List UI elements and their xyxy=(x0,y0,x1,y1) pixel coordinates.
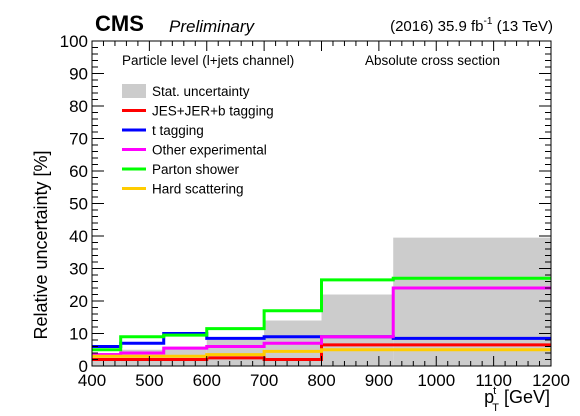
luminosity-label: (2016) 35.9 fb-1 (13 TeV) xyxy=(390,16,553,35)
x-tick-label: 600 xyxy=(193,371,221,390)
x-axis-title: pt T [GeV] xyxy=(484,385,550,414)
x-tick-label: 1000 xyxy=(417,371,455,390)
y-axis-title: Relative uncertainty [%] xyxy=(31,150,51,339)
stat-band-bin xyxy=(206,340,265,366)
y-tick-label: 90 xyxy=(69,65,88,84)
legend-label: t tagging xyxy=(152,123,204,138)
y-tick-label: 20 xyxy=(69,292,88,311)
series-line-other-experimental xyxy=(92,286,551,357)
legend-label: Parton shower xyxy=(152,162,240,177)
y-tick-label: 50 xyxy=(69,195,88,214)
y-tick-label: 100 xyxy=(60,32,88,51)
x-axis-title-unit: [GeV] xyxy=(499,387,550,407)
legend: Stat. uncertainty JES+JER+b tagging t tagg… xyxy=(122,84,274,197)
luminosity-prefix: (2016) 35.9 fb xyxy=(390,18,483,35)
channel-annotation: Particle level (l+jets channel) xyxy=(122,53,294,68)
series-line-parton-shower xyxy=(92,276,551,352)
luminosity-exponent: -1 xyxy=(484,16,493,27)
stat-band-bin xyxy=(321,294,394,366)
y-tick-label: 70 xyxy=(69,130,88,149)
y-tick-label: 80 xyxy=(69,97,88,116)
y-tick-label: 30 xyxy=(69,260,88,279)
legend-label: JES+JER+b tagging xyxy=(152,104,274,119)
axes-layer: 400 500 600 700 800 900 1000 1100 1200 0 10 20 30 40 5… xyxy=(60,32,570,390)
legend-label: Other experimental xyxy=(152,143,267,158)
x-axis-title-subscript: T xyxy=(492,402,499,414)
x-tick-label: 400 xyxy=(78,371,106,390)
x-tick-label: 700 xyxy=(250,371,278,390)
legend-label: Stat. uncertainty xyxy=(152,84,250,99)
x-axis-title-superscript: t xyxy=(493,385,496,397)
x-tick-label: 1200 xyxy=(532,371,570,390)
y-tick-label: 10 xyxy=(69,325,88,344)
experiment-label: CMS xyxy=(95,11,144,36)
stat-band-bin xyxy=(393,237,551,366)
x-tick-label: 900 xyxy=(365,371,393,390)
legend-label: Hard scattering xyxy=(152,182,244,197)
x-axis-title-main: p xyxy=(484,387,494,407)
luminosity-suffix: (13 TeV) xyxy=(492,18,553,35)
status-label: Preliminary xyxy=(169,17,256,36)
y-tick-label: 40 xyxy=(69,227,88,246)
measurement-annotation: Absolute cross section xyxy=(365,53,500,68)
y-tick-label: 0 xyxy=(79,357,88,376)
legend-swatch-stat-uncertainty xyxy=(122,84,146,98)
x-tick-label: 800 xyxy=(307,371,335,390)
x-tick-label: 500 xyxy=(135,371,163,390)
x-tick-label: 1100 xyxy=(475,371,512,390)
y-tick-label: 60 xyxy=(69,162,88,181)
